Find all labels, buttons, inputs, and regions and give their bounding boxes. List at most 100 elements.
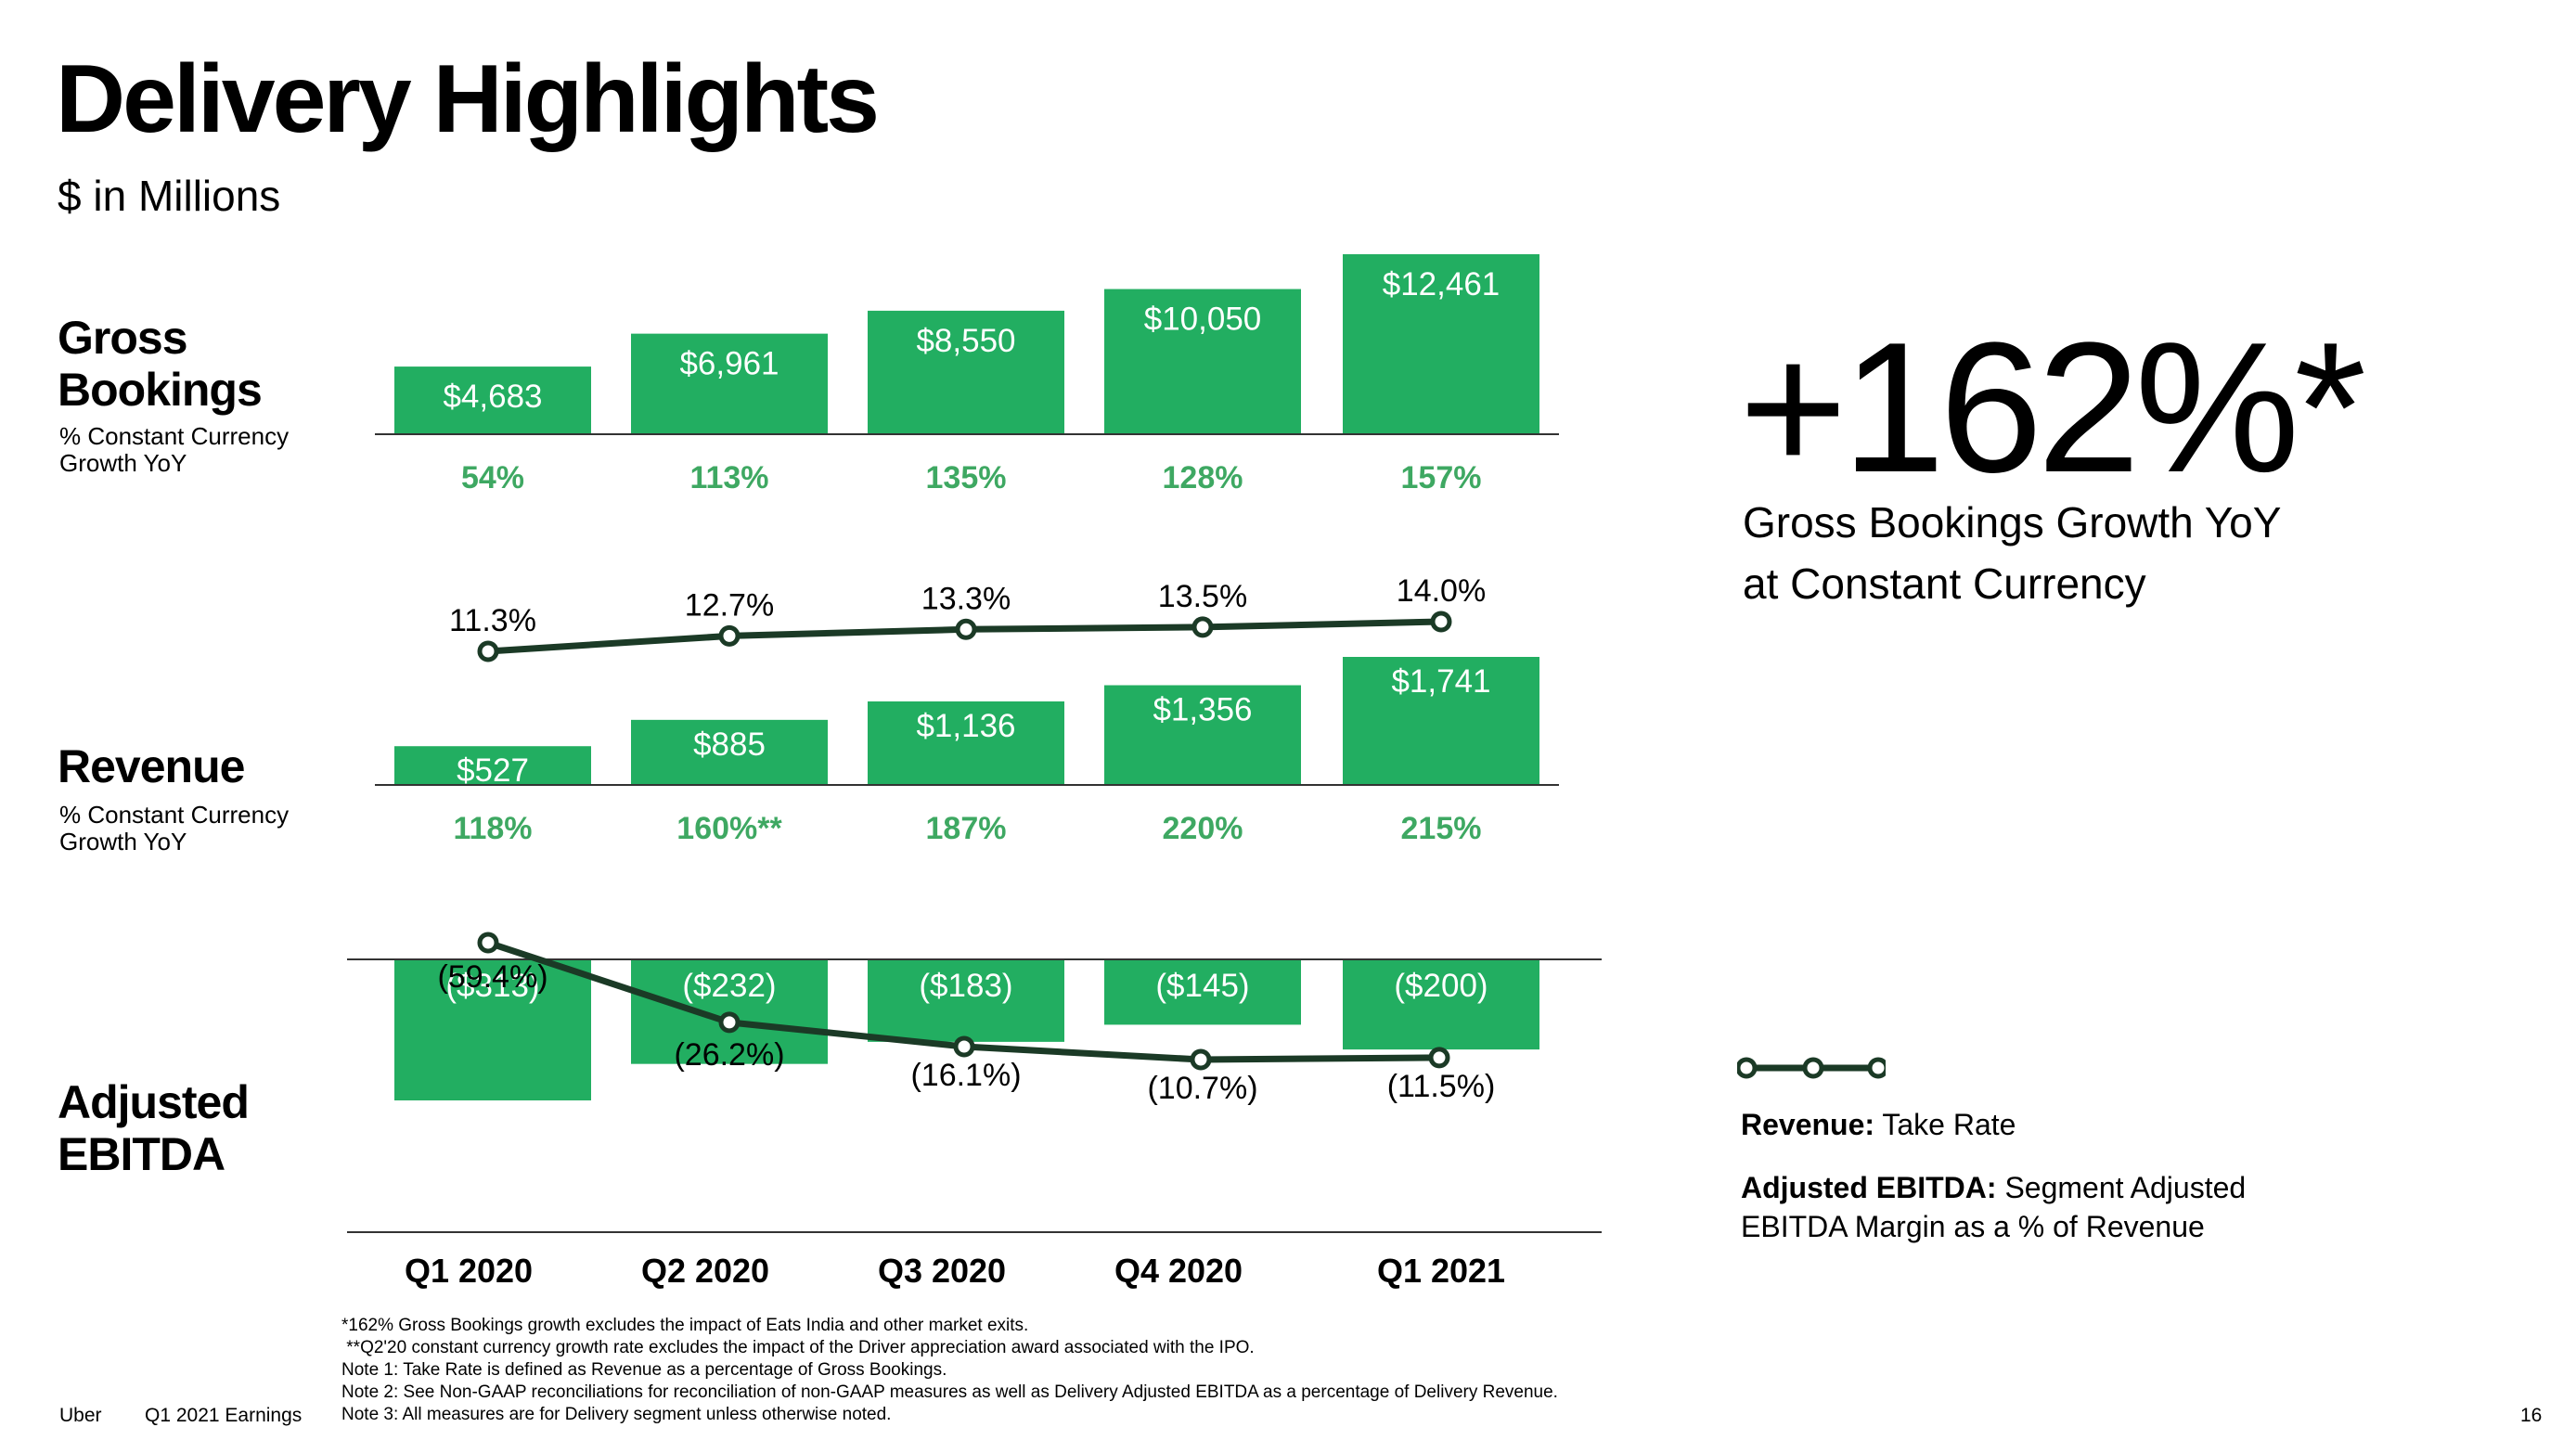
revenue-growth-label-q1-2021: 215% [1401, 811, 1482, 846]
take-rate-label-q4-2020: 13.5% [1158, 579, 1247, 614]
footnote-4: Note 2: See Non-GAAP reconciliations for… [341, 1382, 1558, 1402]
gross-bookings-growth-label-q4-2020: 128% [1163, 460, 1243, 495]
adj-ebitda-bar-q4-2020 [1104, 959, 1301, 1025]
gross-bookings-subtitle: % Constant Currency Growth YoY [59, 423, 289, 477]
footnote-3: Note 1: Take Rate is defined as Revenue … [341, 1360, 947, 1380]
legend-ebitda-desc-line2: EBITDA Margin as a % of Revenue [1741, 1210, 2205, 1243]
x-tick-label-q1-2020: Q1 2020 [405, 1252, 533, 1290]
footnote-2: **Q2'20 constant currency growth rate ex… [341, 1338, 1255, 1357]
x-tick-label-q2-2020: Q2 2020 [641, 1252, 769, 1290]
ebitda-margin-point-q4-2020 [1190, 1048, 1212, 1071]
legend-ebitda: Adjusted EBITDA: Segment Adjusted [1741, 1171, 2246, 1205]
highlight-caption-line1: Gross Bookings Growth YoY [1743, 498, 2282, 546]
adj-ebitda-value-label-q2-2020: ($232) [682, 968, 776, 1004]
ebitda-margin-label-q1-2021: (11.5%) [1387, 1069, 1496, 1104]
take-rate-point-q1-2021 [1430, 611, 1452, 633]
legend-revenue: Revenue: Take Rate [1741, 1108, 2016, 1142]
adj-ebitda-value-label-q4-2020: ($145) [1155, 968, 1249, 1004]
gross-bookings-bar-q2-2020 [631, 333, 828, 434]
adj-ebitda-value-label-q1-2020: ($313) [445, 968, 539, 1004]
adj-ebitda-value-label-q1-2021: ($200) [1394, 968, 1488, 1004]
gross-bookings-bar-q1-2021 [1343, 254, 1539, 434]
ebitda-margin-point-q1-2021 [1428, 1047, 1450, 1069]
x-tick-label-q1-2021: Q1 2021 [1377, 1252, 1505, 1290]
gross-bookings-title-line1: Gross [58, 312, 188, 364]
revenue-value-label-q3-2020: $1,136 [916, 708, 1015, 744]
revenue-title: Revenue [58, 740, 245, 792]
page-subtitle: $ in Millions [58, 172, 281, 220]
legend-ebitda-desc-line1: Segment Adjusted [2004, 1171, 2247, 1204]
take-rate-point-q4-2020 [1191, 616, 1214, 638]
revenue-growth-label-q4-2020: 220% [1163, 811, 1243, 846]
gross-bookings-growth-label-q1-2021: 157% [1401, 460, 1482, 495]
footer-deck: Q1 2021 Earnings [145, 1405, 303, 1426]
gross-bookings-sub-line1: % Constant Currency [59, 422, 290, 450]
revenue-sub-line1: % Constant Currency [59, 801, 290, 829]
gross-bookings-title: Gross Bookings [58, 312, 263, 416]
take-rate-label-q1-2021: 14.0% [1397, 573, 1486, 609]
revenue-value-label-q1-2020: $527 [457, 752, 529, 789]
revenue-bar-q4-2020 [1104, 685, 1301, 785]
ebitda-margin-label-q1-2020: (59.4%) [437, 959, 547, 995]
revenue-sub-line2: Growth YoY [59, 828, 187, 855]
take-rate-label-q2-2020: 12.7% [685, 587, 774, 623]
x-tick-label-q4-2020: Q4 2020 [1114, 1252, 1243, 1290]
gross-bookings-growth-label-q3-2020: 135% [926, 460, 1007, 495]
revenue-growth-label-q3-2020: 187% [926, 811, 1007, 846]
adj-ebitda-title: Adjusted EBITDA [58, 1076, 250, 1180]
legend-revenue-label: Revenue: [1741, 1108, 1875, 1141]
adj-ebitda-bar-q3-2020 [868, 959, 1064, 1042]
gross-bookings-bar-q3-2020 [868, 310, 1064, 434]
take-rate-point-q2-2020 [718, 624, 741, 647]
gross-bookings-value-label-q2-2020: $6,961 [679, 346, 779, 382]
footnote-1: *162% Gross Bookings growth excludes the… [341, 1316, 1029, 1335]
adj-ebitda-bar-q2-2020 [631, 959, 828, 1064]
take-rate-label-q1-2020: 11.3% [449, 603, 536, 638]
gross-bookings-sub-line2: Growth YoY [59, 449, 187, 477]
revenue-growth-label-q1-2020: 118% [453, 811, 532, 846]
adj-ebitda-value-label-q3-2020: ($183) [919, 968, 1012, 1004]
adj-ebitda-title-line1: Adjusted [58, 1076, 250, 1128]
page-number: 16 [2520, 1405, 2543, 1426]
take-rate-label-q3-2020: 13.3% [921, 581, 1011, 616]
footer-brand: Uber [59, 1405, 102, 1426]
ebitda-margin-label-q2-2020: (26.2%) [674, 1037, 784, 1073]
revenue-title-line1: Revenue [58, 740, 245, 792]
highlight-stat: +162%* [1739, 304, 2366, 511]
gross-bookings-value-label-q1-2020: $4,683 [443, 379, 542, 415]
ebitda-margin-label-q3-2020: (16.1%) [910, 1058, 1021, 1093]
ebitda-margin-point-q3-2020 [953, 1035, 975, 1058]
legend-line-icon [1737, 1057, 1886, 1079]
gross-bookings-value-label-q4-2020: $10,050 [1144, 302, 1262, 338]
revenue-bar-q1-2021 [1343, 657, 1539, 785]
gross-bookings-value-label-q1-2021: $12,461 [1383, 266, 1501, 302]
highlight-caption-line2: at Constant Currency [1743, 559, 2146, 608]
x-tick-label-q3-2020: Q3 2020 [878, 1252, 1006, 1290]
adj-ebitda-bar-q1-2020 [394, 959, 591, 1100]
ebitda-margin-point-q1-2020 [477, 932, 499, 954]
gross-bookings-bar-q1-2020 [394, 366, 591, 434]
gross-bookings-bar-q4-2020 [1104, 289, 1301, 434]
adj-ebitda-title-line2: EBITDA [58, 1128, 225, 1180]
ebitda-margin-point-q2-2020 [718, 1011, 741, 1034]
revenue-bar-q2-2020 [631, 719, 828, 785]
gross-bookings-value-label-q3-2020: $8,550 [916, 323, 1015, 359]
legend-revenue-desc: Take Rate [1882, 1108, 2016, 1141]
revenue-value-label-q1-2021: $1,741 [1391, 663, 1490, 700]
gross-bookings-title-line2: Bookings [58, 364, 263, 416]
ebitda-margin-label-q4-2020: (10.7%) [1147, 1071, 1257, 1106]
revenue-subtitle: % Constant Currency Growth YoY [59, 802, 289, 855]
gross-bookings-growth-label-q1-2020: 54% [461, 460, 524, 495]
revenue-growth-label-q2-2020: 160%** [676, 811, 782, 846]
footnote-5: Note 3: All measures are for Delivery se… [341, 1405, 892, 1424]
revenue-value-label-q4-2020: $1,356 [1153, 692, 1252, 728]
revenue-bar-q1-2020 [394, 746, 591, 785]
take-rate-point-q1-2020 [477, 640, 499, 662]
adj-ebitda-bar-q1-2021 [1343, 959, 1539, 1050]
revenue-value-label-q2-2020: $885 [693, 726, 766, 763]
revenue-bar-q3-2020 [868, 701, 1064, 785]
take-rate-point-q3-2020 [955, 618, 977, 640]
page-title: Delivery Highlights [56, 45, 880, 153]
